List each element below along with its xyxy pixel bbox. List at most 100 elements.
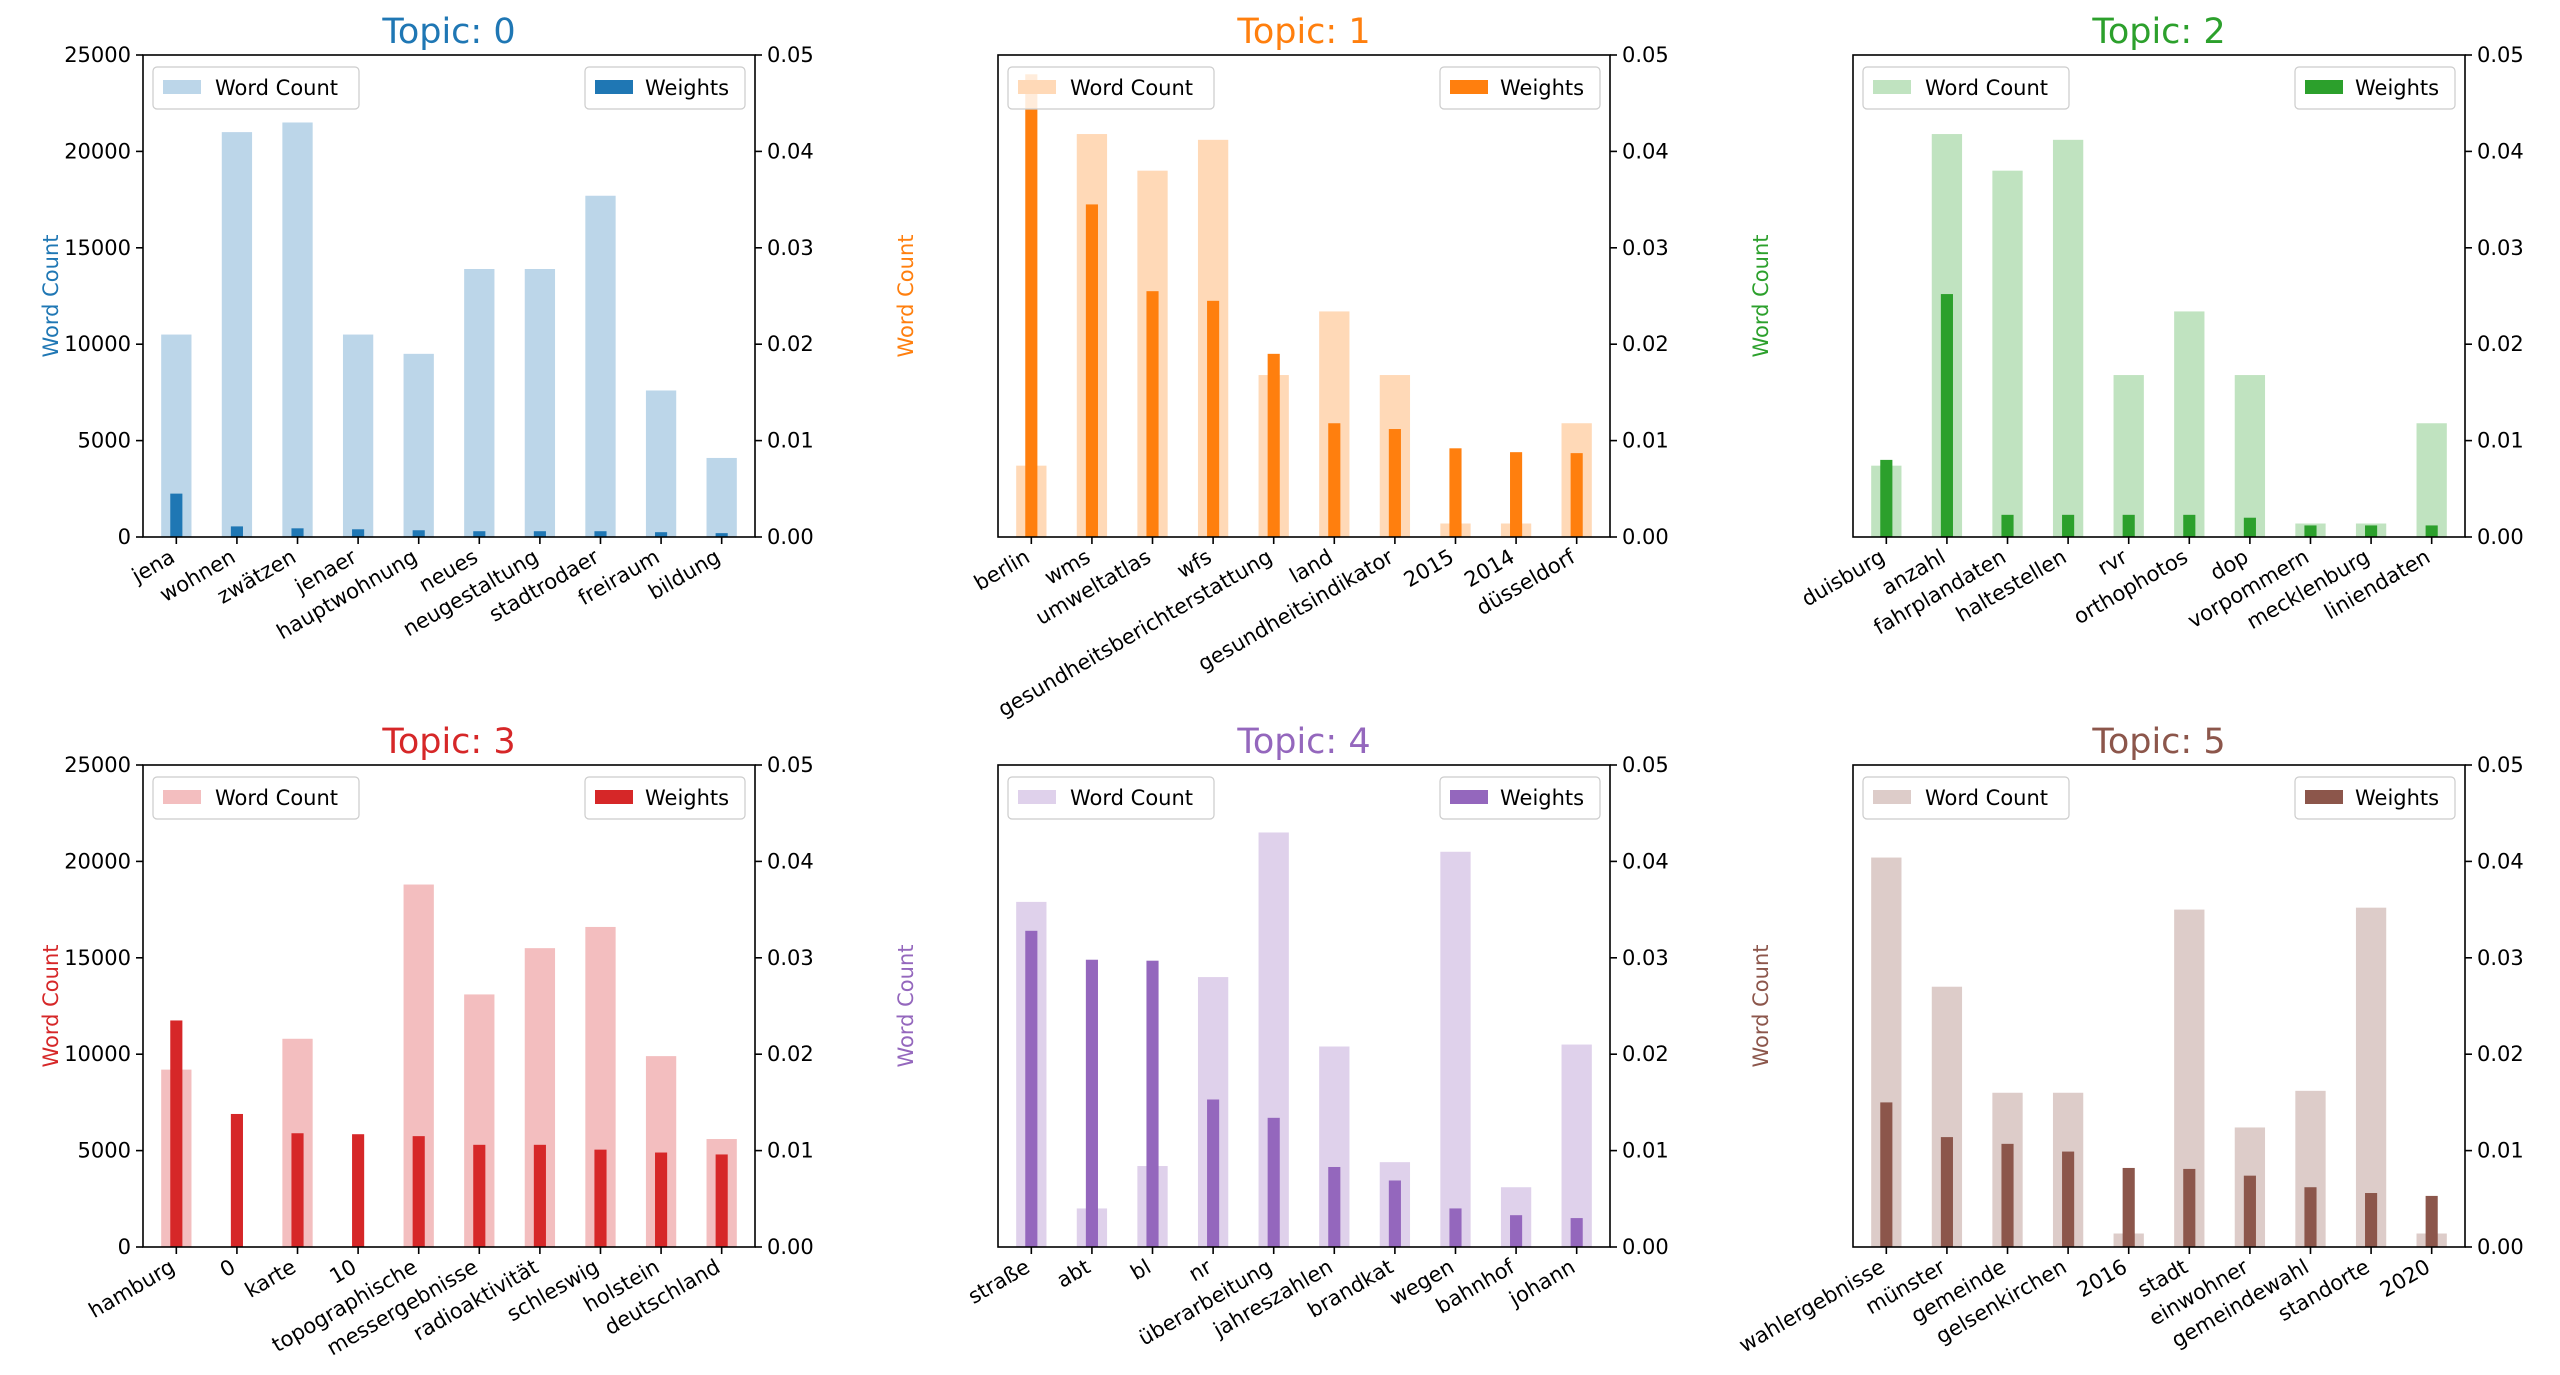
- legend-swatch: [2305, 790, 2343, 804]
- legend-box: [1439, 66, 1601, 110]
- weight-bar: [2122, 1167, 2135, 1247]
- word-count-bar: [706, 457, 737, 537]
- word-count-bar: [221, 132, 253, 537]
- word-count-bar: [2416, 423, 2447, 537]
- right-tick-label: 0.03: [767, 946, 814, 970]
- weight-bar: [715, 533, 728, 537]
- x-tick-label: orthophotos: [2069, 545, 2191, 629]
- legend-box: [152, 66, 360, 110]
- word-count-bar: [2052, 139, 2084, 537]
- y-axis-label: Word Count: [894, 234, 918, 357]
- legend-swatch: [1450, 80, 1488, 94]
- plot-frame: [997, 764, 1611, 1248]
- right-tick-label: 0.00: [2477, 1235, 2524, 1259]
- legend-box: [584, 66, 746, 110]
- right-tick-label: 0.03: [2477, 946, 2524, 970]
- weight-bar: [533, 1144, 546, 1247]
- plot-frame: [1852, 54, 2466, 538]
- legend-label: Word Count: [1070, 786, 1193, 810]
- word-count-bar: [2355, 907, 2387, 1247]
- weight-bar: [1510, 1215, 1523, 1247]
- topic-panel-2: 0.000.010.020.030.040.05duisburganzahlfa…: [1749, 12, 2524, 639]
- legend-word-count: Word Count: [1007, 776, 1215, 820]
- x-tick-label: 2020: [2376, 1255, 2434, 1303]
- legend-label: Weights: [645, 76, 729, 100]
- word-count-bar: [2174, 311, 2205, 537]
- left-tick-label: 10000: [64, 332, 131, 356]
- right-tick-label: 0.03: [2477, 236, 2524, 260]
- x-tick-label: 0: [216, 1255, 240, 1282]
- legend-swatch: [595, 80, 633, 94]
- weight-bar: [1449, 1208, 1462, 1247]
- topic-panel-3: 0 5000 10000 15000 20000 25000 0.00 0.01 0.02 0.0…: [39, 722, 814, 1360]
- weight-bar: [715, 1154, 728, 1247]
- legend-weights: Weights: [584, 776, 746, 820]
- right-tick-label: 0.05: [2477, 753, 2524, 777]
- weight-bar: [2304, 1187, 2317, 1247]
- legend-swatch: [1018, 790, 1056, 804]
- right-tick-label: 0.03: [1622, 946, 1669, 970]
- left-tick-label: 5000: [78, 429, 131, 453]
- weight-bar: [291, 528, 304, 537]
- legend-label: Word Count: [215, 76, 338, 100]
- left-tick-label: 20000: [64, 139, 131, 163]
- weight-bar: [2365, 525, 2378, 537]
- weight-bar: [2062, 1151, 2075, 1247]
- weight-bar: [1570, 453, 1583, 537]
- legend-word-count: Word Count: [1862, 66, 2070, 110]
- weight-bar: [352, 1134, 365, 1247]
- weight-bar: [594, 531, 607, 537]
- weight-bar: [1085, 959, 1098, 1247]
- left-tick-label: 5000: [78, 1139, 131, 1163]
- legend-swatch: [595, 790, 633, 804]
- left-tick-label: 15000: [64, 946, 131, 970]
- right-tick-label: 0.05: [767, 753, 814, 777]
- legend-box: [2294, 776, 2456, 820]
- right-tick-label: 0.01: [1622, 1139, 1669, 1163]
- weight-bar: [1510, 452, 1523, 537]
- chart-title: Topic: 0: [381, 12, 515, 52]
- legend-box: [1007, 776, 1215, 820]
- word-count-bar: [1561, 1044, 1592, 1247]
- legend-label: Word Count: [1925, 76, 2048, 100]
- legend-word-count: Word Count: [152, 66, 360, 110]
- weight-bar: [291, 1133, 304, 1247]
- word-count-bar: [585, 195, 616, 537]
- y-axis-label: Word Count: [1749, 234, 1773, 357]
- y-axis-label: Word Count: [1749, 944, 1773, 1067]
- right-tick-label: 0.00: [767, 1235, 814, 1259]
- legend-weights: Weights: [2294, 776, 2456, 820]
- legend-label: Word Count: [215, 786, 338, 810]
- right-tick-label: 0.01: [2477, 1139, 2524, 1163]
- x-tick-label: 2016: [2073, 1255, 2131, 1303]
- weight-bar: [2243, 517, 2256, 537]
- right-tick-label: 0.05: [767, 43, 814, 67]
- weight-bar: [2122, 514, 2135, 537]
- right-tick-label: 0.05: [1622, 753, 1669, 777]
- weight-bar: [2062, 514, 2075, 537]
- x-tick-label: duisburg: [1797, 545, 1888, 612]
- weight-bar: [1940, 294, 1953, 537]
- legend-swatch: [163, 80, 201, 94]
- legend-label: Weights: [2355, 76, 2439, 100]
- left-tick-label: 25000: [64, 753, 131, 777]
- topic-panel-0: 0 5000 10000 15000 20000 25000 0.00 0.01 0.02 0.0…: [39, 12, 814, 644]
- legend-label: Weights: [2355, 786, 2439, 810]
- right-tick-label: 0.01: [767, 1139, 814, 1163]
- right-tick-label: 0.04: [2477, 139, 2524, 163]
- weight-bar: [2365, 1193, 2378, 1247]
- right-tick-label: 0.04: [2477, 849, 2524, 873]
- right-tick-label: 0.03: [767, 236, 814, 260]
- weight-bar: [655, 1152, 668, 1247]
- x-tick-label: nr: [1185, 1254, 1216, 1286]
- left-tick-label: 20000: [64, 849, 131, 873]
- x-tick-label: bl: [1126, 1255, 1155, 1285]
- legend-swatch: [163, 790, 201, 804]
- weight-bar: [2183, 1168, 2196, 1247]
- left-tick-label: 0: [118, 525, 131, 549]
- word-count-bar: [2113, 375, 2144, 537]
- chart-title: Topic: 3: [381, 722, 515, 762]
- topic-panel-5: 0.000.010.020.030.040.05wahlergebnissemü…: [1735, 722, 2524, 1357]
- legend-label: Weights: [1500, 76, 1584, 100]
